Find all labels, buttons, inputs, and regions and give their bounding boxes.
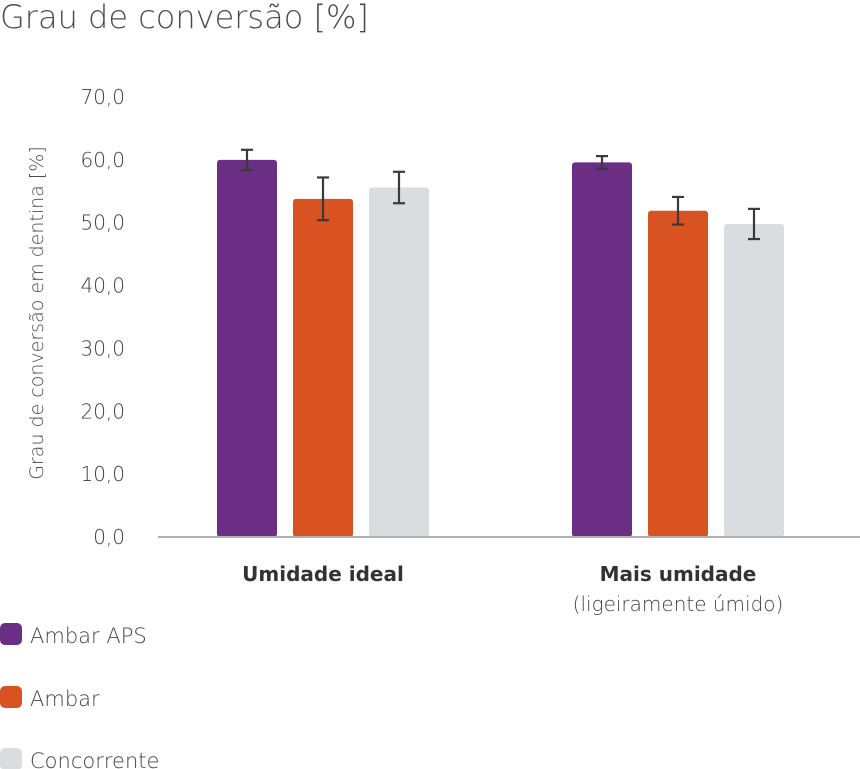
- bar: [217, 159, 277, 537]
- error-bar: [672, 195, 684, 226]
- bars: [217, 159, 784, 538]
- bar: [724, 223, 784, 537]
- y-tick-label: 20,0: [80, 399, 125, 423]
- error-bar: [241, 148, 253, 172]
- chart-title: Grau de conversão [%]: [0, 0, 369, 36]
- legend-item: Ambar: [0, 686, 100, 711]
- x-category-label: Mais umidade: [600, 562, 757, 586]
- bar: [648, 210, 708, 537]
- y-tick-label: 30,0: [80, 336, 125, 360]
- error-bar: [393, 170, 405, 205]
- y-tick-label: 50,0: [80, 211, 125, 235]
- y-axis-ticks: 0,0 10,0 20,0 30,0 40,0 50,0 60,0 70,0: [80, 85, 125, 549]
- y-tick-label: 70,0: [80, 85, 125, 109]
- x-category-sublabel: (ligeiramente úmido): [573, 592, 784, 616]
- legend-label: Ambar APS: [30, 624, 147, 648]
- legend-label: Ambar: [30, 687, 100, 711]
- bar: [369, 187, 429, 537]
- bar: [293, 198, 353, 538]
- error-bar: [748, 207, 760, 241]
- legend-swatch: [0, 748, 22, 769]
- legend-item: Concorrente: [0, 748, 159, 769]
- y-tick-label: 0,0: [93, 525, 125, 549]
- y-tick-label: 60,0: [80, 148, 125, 172]
- error-bar: [317, 176, 329, 222]
- legend: Ambar APS Ambar Concorrente: [0, 623, 159, 769]
- error-bars: [241, 148, 760, 241]
- legend-swatch: [0, 623, 22, 645]
- x-category-label: Umidade ideal: [242, 562, 404, 586]
- x-axis-categories: Umidade ideal Mais umidade (ligeiramente ú…: [242, 562, 783, 616]
- bar: [572, 162, 632, 537]
- y-axis-label: Grau de conversão em dentina [%]: [26, 146, 48, 479]
- legend-swatch: [0, 686, 22, 708]
- y-tick-label: 10,0: [80, 462, 125, 486]
- y-tick-label: 40,0: [80, 274, 125, 298]
- error-bar: [596, 154, 608, 170]
- legend-item: Ambar APS: [0, 623, 147, 648]
- legend-label: Concorrente: [30, 749, 159, 769]
